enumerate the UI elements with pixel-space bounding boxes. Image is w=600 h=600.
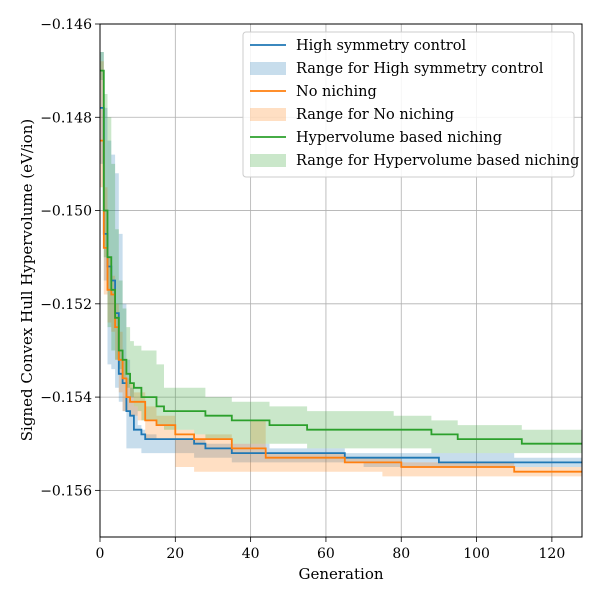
legend-band-swatch — [250, 62, 286, 75]
legend-box — [242, 31, 575, 178]
y-tick-label: −0.154 — [40, 390, 92, 406]
x-tick-label: 100 — [463, 546, 490, 562]
y-tick-label: −0.152 — [40, 297, 92, 313]
y-tick-label: −0.146 — [40, 17, 92, 33]
x-tick-label: 120 — [539, 546, 566, 562]
legend-label: Range for High symmetry control — [296, 61, 544, 77]
x-tick-label: 80 — [392, 546, 410, 562]
legend-label: Range for No niching — [296, 107, 454, 123]
legend-band-swatch — [250, 108, 286, 121]
x-tick-label: 20 — [166, 546, 184, 562]
series-line-2 — [100, 69, 582, 445]
plot-frame — [99, 23, 583, 538]
range-band-1 — [100, 61, 582, 477]
series-lines — [100, 69, 582, 473]
legend: High symmetry control Range for High symm… — [242, 31, 579, 178]
range-bands — [100, 52, 582, 477]
legend-label: Range for Hypervolume based niching — [296, 153, 579, 169]
y-tick-label: −0.150 — [40, 204, 92, 220]
x-tick-label: 0 — [96, 546, 105, 562]
legend-label: High symmetry control — [296, 38, 466, 54]
y-axis-label: Signed Convex Hull Hypervolume (eV/ion) — [18, 119, 36, 441]
x-tick-label: 60 — [317, 546, 335, 562]
y-tick-label: −0.156 — [40, 483, 92, 499]
y-tick-label: −0.148 — [40, 110, 92, 126]
axis-ticks: 0 20 40 60 80 100 120 −0.156 −0.154 −0.152 −0.150 −… — [40, 17, 565, 562]
legend-label: No niching — [296, 84, 377, 100]
x-axis-label: Generation — [298, 565, 383, 583]
range-band-2 — [100, 52, 582, 458]
legend-label: Hypervolume based niching — [296, 130, 502, 146]
x-tick-label: 40 — [242, 546, 260, 562]
legend-band-swatch — [250, 154, 286, 167]
